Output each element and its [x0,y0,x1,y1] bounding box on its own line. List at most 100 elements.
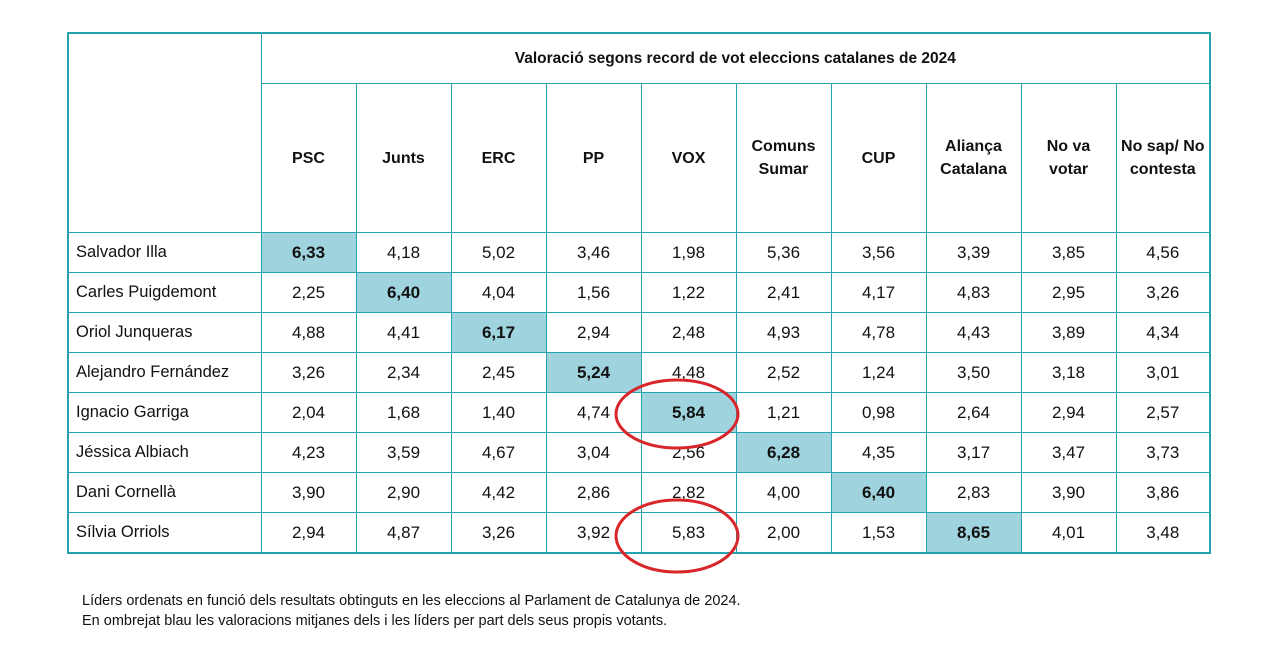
rating-cell: 4,04 [450,272,547,313]
rating-cell: 2,82 [640,472,737,513]
rating-cell: 4,41 [355,312,452,353]
rating-cell: 6,28 [735,432,832,473]
rating-cell: 4,83 [925,272,1022,313]
rating-cell: 2,56 [640,432,737,473]
rating-cell: 4,67 [450,432,547,473]
footnote-shading: En ombrejat blau les valoracions mitjane… [82,613,668,629]
column-header-alianca-catalana: Aliança Catalana [925,83,1022,233]
column-header-no-sap-no-contesta: No sap/ No contesta [1115,83,1211,233]
rating-cell: 2,94 [1020,392,1117,433]
rating-cell: 4,34 [1115,312,1211,353]
rating-cell: 2,95 [1020,272,1117,313]
rating-cell: 4,18 [355,232,452,273]
leader-name-cell: Salvador Illa [67,232,262,273]
rating-cell: 3,39 [925,232,1022,273]
rating-cell: 4,74 [545,392,642,433]
rating-cell: 1,40 [450,392,547,433]
rating-cell: 4,78 [830,312,927,353]
rating-cell: 6,17 [450,312,547,353]
table-corner-cell [67,32,262,233]
ratings-table: Valoració segons record de vot eleccions… [67,32,1212,554]
rating-cell: 2,83 [925,472,1022,513]
rating-cell: 2,04 [260,392,357,433]
rating-cell: 2,52 [735,352,832,393]
rating-cell: 8,65 [925,512,1022,554]
rating-cell: 3,92 [545,512,642,554]
rating-cell: 5,02 [450,232,547,273]
footnotes: Líders ordenats en funció dels resultats… [82,591,741,631]
rating-cell: 4,88 [260,312,357,353]
rating-cell: 4,93 [735,312,832,353]
rating-cell: 3,26 [1115,272,1211,313]
rating-cell: 3,90 [260,472,357,513]
rating-cell: 4,00 [735,472,832,513]
rating-cell: 3,46 [545,232,642,273]
rating-cell: 3,59 [355,432,452,473]
rating-cell: 2,94 [260,512,357,554]
rating-cell: 1,53 [830,512,927,554]
rating-cell: 3,18 [1020,352,1117,393]
column-header-vox: VOX [640,83,737,233]
rating-cell: 2,57 [1115,392,1211,433]
rating-cell: 5,83 [640,512,737,554]
rating-cell: 2,34 [355,352,452,393]
leader-name-cell: Dani Cornellà [67,472,262,513]
rating-cell: 3,26 [260,352,357,393]
rating-cell: 5,24 [545,352,642,393]
table-row: Dani Cornellà 3,90 2,90 4,42 2,86 2,82 4,00 6,4… [67,472,1211,513]
rating-cell: 3,47 [1020,432,1117,473]
leader-name-cell: Oriol Junqueras [67,312,262,353]
rating-cell: 3,48 [1115,512,1211,554]
column-header-comuns-sumar: Comuns Sumar [735,83,832,233]
rating-cell: 5,36 [735,232,832,273]
rating-cell: 4,23 [260,432,357,473]
rating-cell: 2,45 [450,352,547,393]
rating-cell: 4,43 [925,312,1022,353]
rating-cell: 3,89 [1020,312,1117,353]
rating-cell: 3,86 [1115,472,1211,513]
footnote-order: Líders ordenats en funció dels resultats… [82,593,741,609]
column-header-junts: Junts [355,83,452,233]
table-title: Valoració segons record de vot eleccions… [260,32,1211,84]
rating-cell: 3,01 [1115,352,1211,393]
rating-cell: 2,94 [545,312,642,353]
rating-cell: 3,85 [1020,232,1117,273]
table-row: Alejandro Fernández 3,26 2,34 2,45 5,24 4,48 2… [67,352,1211,393]
table-row: Oriol Junqueras 4,88 4,41 6,17 2,94 2,48 4,93 4… [67,312,1211,353]
rating-cell: 3,56 [830,232,927,273]
table-row: Salvador Illa 6,33 4,18 5,02 3,46 1,98 5,36 3,5… [67,232,1211,273]
leader-name-cell: Carles Puigdemont [67,272,262,313]
rating-cell: 3,73 [1115,432,1211,473]
rating-cell: 3,17 [925,432,1022,473]
rating-cell: 3,50 [925,352,1022,393]
rating-cell: 2,00 [735,512,832,554]
column-header-pp: PP [545,83,642,233]
rating-cell: 6,40 [355,272,452,313]
column-header-psc: PSC [260,83,357,233]
table-row: Carles Puigdemont 2,25 6,40 4,04 1,56 1,22 2,4… [67,272,1211,313]
table-row: Sílvia Orriols 2,94 4,87 3,26 3,92 5,83 2,00 1,… [67,512,1211,554]
rating-cell: 2,48 [640,312,737,353]
rating-cell: 2,25 [260,272,357,313]
leader-name-cell: Sílvia Orriols [67,512,262,554]
rating-cell: 5,84 [640,392,737,433]
rating-cell: 0,98 [830,392,927,433]
leader-name-cell: Alejandro Fernández [67,352,262,393]
rating-cell: 4,01 [1020,512,1117,554]
rating-cell: 2,90 [355,472,452,513]
rating-cell: 3,26 [450,512,547,554]
leader-name-cell: Ignacio Garriga [67,392,262,433]
ratings-table-container: Valoració segons record de vot eleccions… [67,32,1212,554]
rating-cell: 2,64 [925,392,1022,433]
column-header-cup: CUP [830,83,927,233]
table-row: Jéssica Albiach 4,23 3,59 4,67 3,04 2,56 6,28 4… [67,432,1211,473]
rating-cell: 1,22 [640,272,737,313]
rating-cell: 2,41 [735,272,832,313]
leader-name-cell: Jéssica Albiach [67,432,262,473]
rating-cell: 1,21 [735,392,832,433]
column-header-erc: ERC [450,83,547,233]
rating-cell: 6,40 [830,472,927,513]
rating-cell: 4,56 [1115,232,1211,273]
rating-cell: 1,98 [640,232,737,273]
rating-cell: 4,35 [830,432,927,473]
